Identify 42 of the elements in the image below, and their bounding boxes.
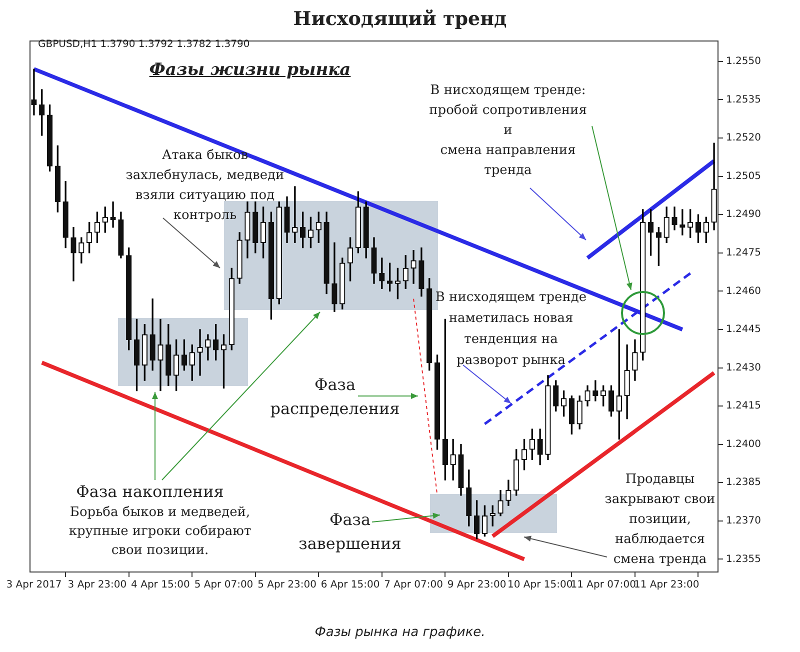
candlestick xyxy=(592,380,598,402)
y-tick-label: 1.2550 xyxy=(726,56,761,68)
y-tick-label: 1.2415 xyxy=(726,400,761,412)
annotation: В нисходящем тренде наметилась новая тенденция на разворот рынка xyxy=(434,289,588,370)
y-tick-label: 1.2445 xyxy=(726,324,761,336)
y-tick-label: 1.2370 xyxy=(726,516,761,527)
y-tick-label: 1.2460 xyxy=(726,286,761,297)
annotation: Борьба быков и медведей, крупные игроки собирают свои позиции. xyxy=(68,504,252,560)
text: Фазы рынка на графике. xyxy=(314,624,486,642)
x-tick-label: 3 Apr 2017 xyxy=(6,580,62,591)
x-tick-label: 10 Apr 15:00 xyxy=(507,580,573,591)
text: Фазы жизни рынка xyxy=(148,59,352,82)
candlestick xyxy=(31,68,37,116)
x-tick-label: 7 Apr 07:00 xyxy=(384,580,443,591)
y-tick-label: 1.2385 xyxy=(726,477,761,488)
y-tick-label: 1.2490 xyxy=(726,209,761,220)
y-tick-label: 1.2535 xyxy=(726,94,761,106)
y-tick-label: 1.2355 xyxy=(726,554,761,565)
y-tick-label: 1.2475 xyxy=(726,247,761,258)
x-tick-label: 5 Apr 23:00 xyxy=(258,580,316,591)
annotation: В нисходящем тренде: пробой сопротивления и смена направления тренда xyxy=(428,82,588,180)
x-tick-label: 5 Apr 07:00 xyxy=(194,580,254,591)
candlestick xyxy=(410,250,416,284)
y-tick-label: 1.2430 xyxy=(726,362,761,374)
x-tick-label: 4 Apr 15:00 xyxy=(131,580,190,591)
annotation: Фаза распределения xyxy=(269,374,401,420)
annotation: Атака быков захлебнулась, медведи взяли ситуацию под контроль xyxy=(124,147,286,225)
chart-title: Нисходящий тренд xyxy=(292,7,508,32)
x-tick-label: 11 Apr 23:00 xyxy=(634,580,700,591)
candlestick xyxy=(197,329,203,376)
x-tick-label: 11 Apr 07:00 xyxy=(570,580,636,591)
y-tick-label: 1.2400 xyxy=(726,438,761,450)
x-tick-label: 6 Apr 15:00 xyxy=(320,580,380,591)
annotation: Фаза накопления xyxy=(75,481,225,503)
y-tick-label: 1.2505 xyxy=(726,170,761,182)
x-tick-label: 3 Apr 23:00 xyxy=(68,580,127,591)
y-tick-label: 1.2520 xyxy=(726,132,761,144)
annotation: Фаза завершения xyxy=(298,509,402,555)
annotation: Продавцы закрывают свои позиции, наблюдается смена тренда xyxy=(604,471,716,569)
x-tick-label: 9 Apr 23:00 xyxy=(447,580,506,591)
candlestick xyxy=(158,318,164,392)
annotation: GBPUSD,H1 1.3790 1.3792 1.3782 1.3790 xyxy=(38,38,251,52)
